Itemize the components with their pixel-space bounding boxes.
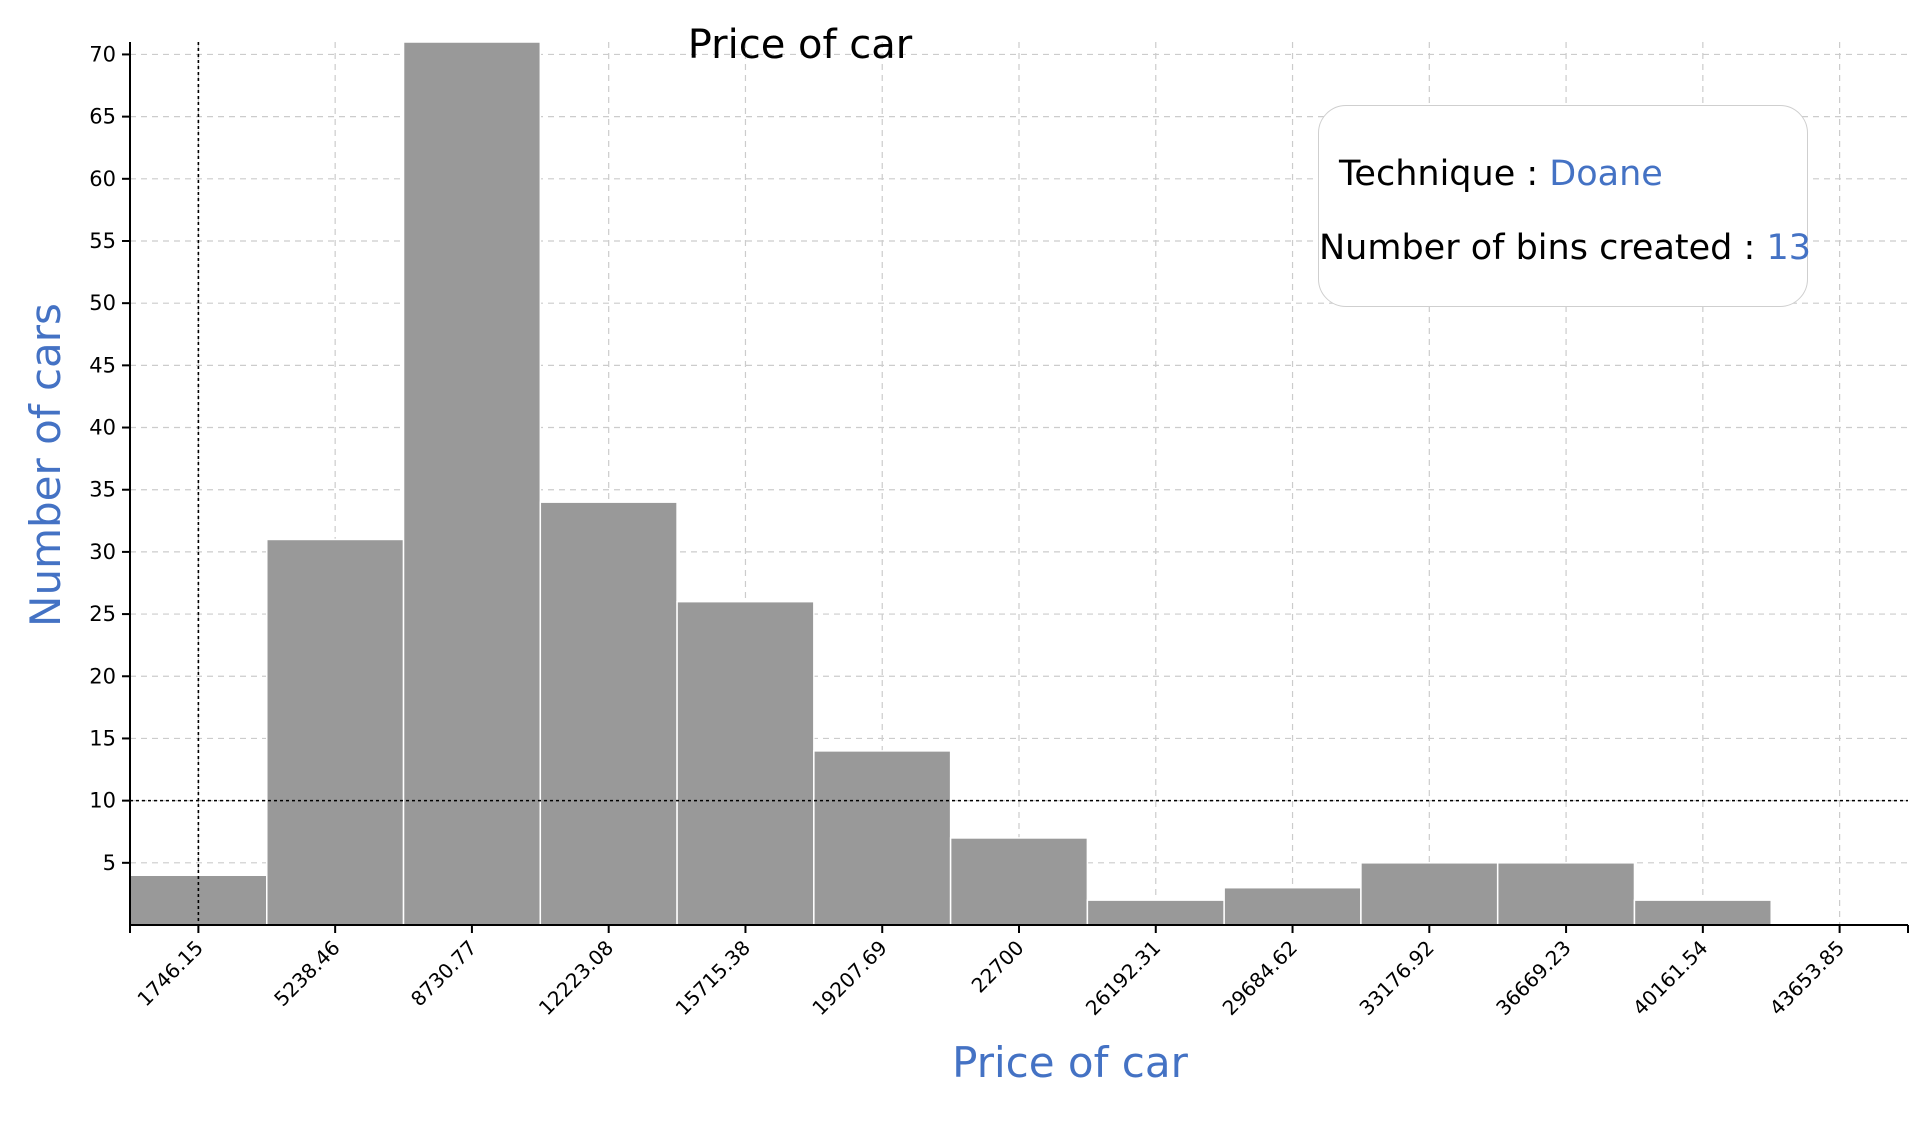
technique-label: Technique : (1339, 154, 1550, 194)
bins-line: Number of bins created : 13 (1319, 228, 1811, 268)
histogram-bar (1086, 899, 1225, 926)
x-axis-label: Price of car (952, 1038, 1188, 1087)
y-axis-ticks: 5 10 15 20 25 30 35 40 45 50 55 60 65 70 (89, 42, 130, 875)
y-tick-label: 20 (89, 664, 116, 688)
y-tick-label: 45 (89, 353, 116, 377)
y-tick-label: 15 (89, 726, 116, 750)
x-tick-label: 22700 (967, 936, 1029, 998)
y-tick-label: 25 (89, 602, 116, 626)
histogram-bar (266, 538, 405, 926)
y-tick-label: 30 (89, 540, 116, 564)
x-tick-label: 5238.46 (269, 936, 344, 1011)
bins-value: 13 (1766, 228, 1811, 268)
histogram-bar (949, 837, 1089, 926)
x-tick-label: 19207.69 (807, 936, 891, 1020)
y-tick-label: 40 (89, 416, 116, 440)
y-tick-label: 55 (89, 229, 116, 253)
x-tick-label: 43653.85 (1765, 936, 1849, 1020)
y-tick-label: 35 (89, 478, 116, 502)
x-tick-label: 36669.23 (1491, 936, 1575, 1020)
info-box: Technique : Doane Number of bins created… (1318, 105, 1811, 307)
x-tick-label: 33176.92 (1354, 936, 1438, 1020)
x-tick-label: 12223.08 (534, 936, 618, 1020)
histogram-bar (1496, 862, 1636, 926)
y-tick-label: 10 (89, 789, 116, 813)
x-tick-label: 1746.15 (132, 936, 207, 1011)
histogram-bar (1223, 886, 1362, 926)
histogram-bar (1360, 862, 1499, 926)
y-tick-label: 70 (89, 42, 116, 66)
y-tick-label: 65 (89, 105, 116, 129)
bins-label: Number of bins created : (1319, 228, 1767, 268)
chart-title: Price of car (688, 22, 913, 68)
y-axis-label: Number of cars (21, 303, 70, 627)
x-tick-label: 8730.77 (406, 936, 481, 1011)
reference-lines (130, 42, 1908, 925)
histogram-bar (676, 600, 815, 926)
technique-line: Technique : Doane (1339, 154, 1663, 194)
y-tick-label: 50 (89, 291, 116, 315)
x-tick-label: 40161.54 (1628, 936, 1712, 1020)
x-tick-label: 26192.31 (1081, 936, 1165, 1020)
x-tick-label: 29684.62 (1218, 936, 1302, 1020)
x-tick-label: 15715.38 (671, 936, 755, 1020)
histogram-bar (402, 41, 542, 926)
bars (129, 41, 1772, 926)
histogram-bar (539, 501, 678, 926)
histogram-bar (1633, 899, 1772, 926)
y-tick-label: 5 (103, 851, 116, 875)
histogram-bar (813, 750, 952, 926)
technique-value: Doane (1549, 154, 1663, 194)
x-axis-ticks: 1746.15 5238.46 8730.77 12223.08 15715.38 192… (129, 925, 1849, 1020)
y-tick-label: 60 (89, 167, 116, 191)
